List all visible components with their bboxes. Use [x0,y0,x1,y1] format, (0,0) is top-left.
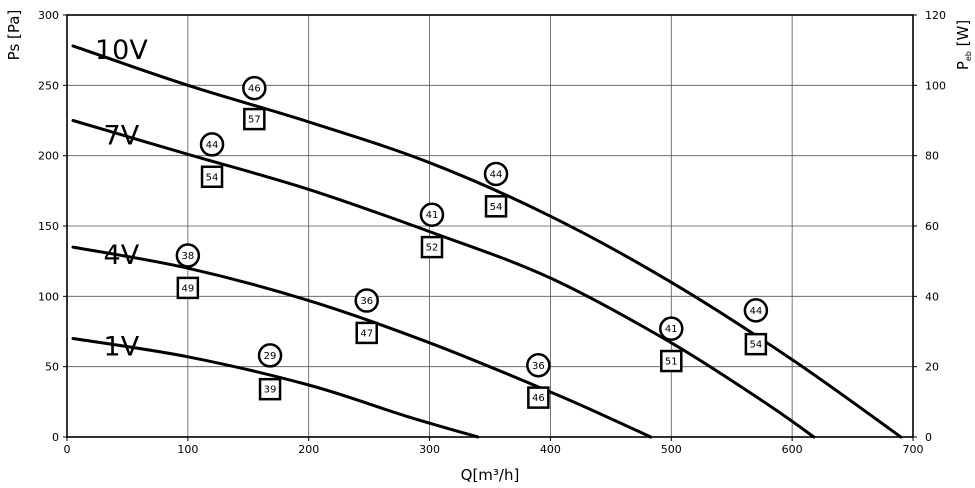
x-tick-label: 300 [419,443,440,456]
axis-ticks: 0 100 200 300 400 500 600 700050100150200250300… [38,9,946,456]
circle-marker-label: 44 [750,306,763,317]
y2-axis-title-unit: [W] [954,20,972,51]
y-tick-label: 300 [38,9,59,22]
curve-label-4v: 4V [104,240,140,271]
y2-tick-label: 120 [925,9,946,22]
circle-marker [257,343,283,368]
y2-tick-label: 80 [925,150,939,163]
x-axis-title: Q[m³/h] [461,466,520,484]
circle-marker [483,161,509,187]
curve-1v [71,337,480,439]
circle-marker-label: 38 [181,251,194,262]
x-tick-label: 400 [540,443,561,456]
grid [66,14,914,438]
x-tick-label: 600 [782,443,803,456]
y2-tick-label: 60 [925,220,939,233]
curve-label-10v: 10V [95,35,148,66]
circle-marker [743,298,769,323]
square-marker-label: 54 [206,172,219,183]
y-tick-label: 200 [38,150,59,163]
square-marker [420,235,444,259]
circle-marker [175,243,201,268]
square-marker-label: 49 [181,283,194,294]
square-marker-label: 57 [248,115,261,126]
y2-tick-label: 40 [925,290,939,303]
square-marker-label: 52 [426,243,439,254]
circle-marker-label: 44 [206,140,219,151]
square-marker-label: 39 [264,385,277,396]
curves [71,44,903,439]
markers: 46 44 44 41 38 36 41 44 29 36 57 54 54 52 49 47 51 54 39 46 [175,75,769,409]
square-marker-label: 54 [750,340,763,351]
curve-10v [71,44,903,439]
circle-marker [242,75,267,101]
y2-axis-title-main: P [954,61,972,70]
square-marker-label: 54 [490,202,503,213]
x-tick-label: 0 [64,443,71,456]
square-marker-label: 47 [360,328,373,339]
y2-axis-title-sub: eb [964,51,973,61]
circle-marker [659,316,684,341]
curve-label-1v: 1V [104,332,140,363]
circle-marker [199,132,225,157]
y-axis-title: Ps [Pa] [5,10,23,61]
y-tick-label: 150 [38,220,59,233]
square-marker [176,276,200,300]
circle-marker [419,202,445,227]
curve-label-7v: 7V [104,121,140,152]
square-marker [258,377,282,401]
y2-tick-label: 20 [925,361,939,374]
y2-tick-label: 0 [925,431,932,444]
circle-marker-label: 46 [248,84,261,95]
y-tick-label: 100 [38,290,59,303]
y-tick-label: 50 [45,361,59,374]
curve-4v [71,245,653,439]
y2-axis-title: Peb [W] [954,20,973,70]
square-marker [355,321,378,345]
square-marker [660,349,683,373]
square-marker-label: 46 [532,393,545,404]
circle-marker-label: 36 [360,296,373,307]
circle-marker-label: 44 [490,169,503,180]
curve-7v [71,119,816,439]
circle-marker [526,353,551,378]
circle-marker-label: 41 [665,324,678,335]
circle-marker [354,288,379,313]
x-tick-label: 500 [661,443,682,456]
y2-tick-label: 100 [925,79,946,92]
circle-marker-label: 41 [426,210,439,221]
square-marker [484,195,508,218]
y-tick-label: 0 [52,431,59,444]
circle-marker-label: 29 [264,351,277,362]
square-marker-label: 51 [665,357,678,368]
square-marker [527,386,550,409]
circle-marker-label: 36 [532,361,545,372]
curve-labels: 10V 7V 4V 1V [95,35,148,363]
square-marker [744,332,768,356]
square-marker [243,107,266,131]
x-tick-label: 200 [298,443,319,456]
y-tick-label: 250 [38,79,59,92]
x-tick-label: 700 [903,443,924,456]
square-marker [200,165,224,189]
x-tick-label: 100 [177,443,198,456]
